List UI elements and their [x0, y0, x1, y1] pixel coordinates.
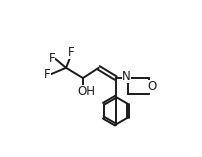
- Text: O: O: [147, 80, 156, 93]
- Text: F: F: [44, 68, 51, 81]
- Text: OH: OH: [77, 85, 95, 98]
- Text: F: F: [68, 46, 75, 59]
- Text: N: N: [122, 70, 131, 83]
- Text: F: F: [49, 52, 56, 65]
